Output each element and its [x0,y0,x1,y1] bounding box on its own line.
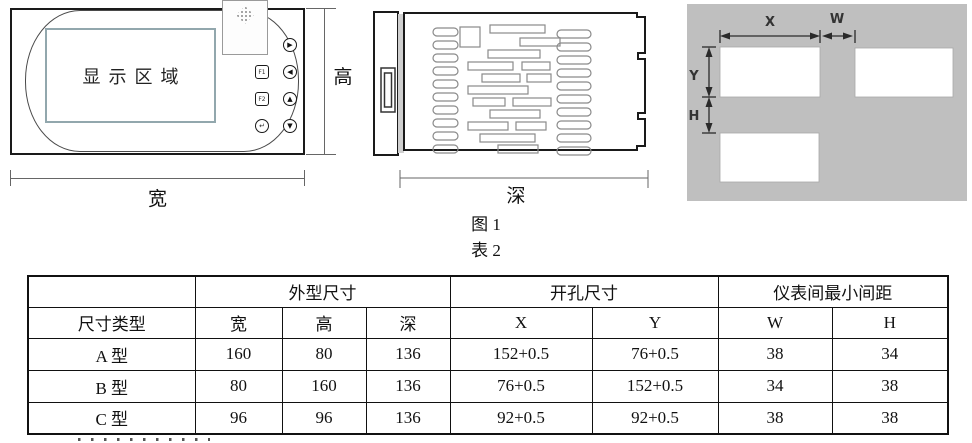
front-bezel [25,10,299,152]
width-dim-line [10,178,305,179]
f2-button: F2 [255,92,269,106]
height-dim-tick-top [306,8,336,9]
cell: 160 [281,369,367,403]
cell: 38 [717,337,833,371]
instrument-front-view: 显示区域 ▶ ◀ ▲ ▼ F1 F2 ↵ [10,0,305,155]
width-dim-label: 宽 [147,189,167,210]
figure-caption: 图 1 [471,215,501,234]
w-dim-label: W [830,12,844,27]
y-dim-label: Y [688,69,699,84]
enter-icon: ↵ [259,121,265,130]
cell: 136 [365,401,451,435]
cell: 38 [831,369,949,403]
width-dim-tick-left [10,170,11,186]
cell: 34 [831,337,949,371]
vent-slots-middle [467,24,561,154]
cell: 38 [831,401,949,435]
cell: 92+0.5 [591,401,719,435]
col-header-height: 高 [281,306,367,339]
side-slot-inner [383,72,393,108]
width-dim-tick-right [304,170,305,186]
arrow-down-icon: ▼ [287,121,293,130]
table-caption: 表 2 [471,241,501,260]
cell: 152+0.5 [591,369,719,403]
cell: 96 [281,401,367,435]
speaker-panel [222,0,268,55]
arrow-down-button: ▼ [283,119,297,133]
vent-slots-right [556,29,592,156]
group-header-cutout: 开孔尺寸 [449,275,719,308]
cutout-bottom-left [719,132,820,183]
cell: 136 [365,337,451,371]
vent-slots-left [432,27,459,154]
x-dim-line [719,30,821,43]
cell: 92+0.5 [449,401,593,435]
cell: 76+0.5 [591,337,719,371]
arrow-up-button: ▲ [283,92,297,106]
f2-button-label: F2 [258,95,266,103]
cell: 76+0.5 [449,369,593,403]
w-dim-arrowheads [822,32,853,40]
cell: 34 [717,369,833,403]
cutout-top-right [854,47,954,98]
arrow-left-icon: ◀ [287,67,293,76]
cutout-top-left [719,46,821,98]
vent-square [459,26,481,48]
col-header-h: H [831,306,949,339]
f1-button: F1 [255,65,269,79]
f1-button-label: F1 [258,68,266,76]
table-row: A 型 160 80 136 152+0.5 76+0.5 38 34 [27,337,949,371]
cell-type-a: A 型 [27,337,196,371]
cell: 80 [194,369,283,403]
x-dim-arrowheads [720,32,820,40]
side-slot-outer [380,67,396,113]
arrow-right-icon: ▶ [287,40,293,49]
cell: 96 [194,401,283,435]
cell: 80 [281,337,367,371]
clipped-text-remnant [78,438,210,441]
panel-cutout-view: X W Y H [687,4,967,201]
cell: 152+0.5 [449,337,593,371]
cell-type-c: C 型 [27,401,196,435]
table-column-header-row: 尺寸类型 宽 高 深 X Y W H [27,306,949,339]
cell: 160 [194,337,283,371]
display-area: 显示区域 [45,28,216,123]
col-header-type: 尺寸类型 [27,306,196,339]
dimension-table: 外型尺寸 开孔尺寸 仪表间最小间距 尺寸类型 宽 高 深 X Y W H A 型… [27,275,949,435]
height-dim-line [324,8,325,155]
cell: 38 [717,401,833,435]
col-header-w: W [717,306,833,339]
table-group-header-row: 外型尺寸 开孔尺寸 仪表间最小间距 [27,275,949,308]
y-dim-arrowheads [705,47,713,97]
arrow-left-button: ◀ [283,65,297,79]
x-dim-label: X [765,15,775,30]
group-header-spacing: 仪表间最小间距 [717,275,949,308]
arrow-right-button: ▶ [283,38,297,52]
h-dim-label: H [689,109,700,124]
arrow-up-icon: ▲ [287,94,293,103]
depth-dim-label: 深 [506,186,526,207]
col-header-x: X [449,306,593,339]
instrument-side-view [373,11,649,188]
cell: 136 [365,369,451,403]
speaker-holes-icon [236,6,254,24]
h-dim-arrowheads [705,97,713,133]
group-header-outline: 外型尺寸 [194,275,451,308]
depth-dim-line [399,170,649,188]
height-dim-tick-bottom [306,154,336,155]
table-row: B 型 80 160 136 76+0.5 152+0.5 34 38 [27,369,949,403]
display-area-label: 显示区域 [82,66,187,87]
cell-type-b: B 型 [27,369,196,403]
col-header-y: Y [591,306,719,339]
gasket-strip [398,14,404,153]
height-dim-label: 高 [333,67,353,88]
corner-cell [27,275,196,308]
enter-button: ↵ [255,119,269,133]
col-header-depth: 深 [365,306,451,339]
col-header-width: 宽 [194,306,283,339]
table-row: C 型 96 96 136 92+0.5 92+0.5 38 38 [27,401,949,435]
